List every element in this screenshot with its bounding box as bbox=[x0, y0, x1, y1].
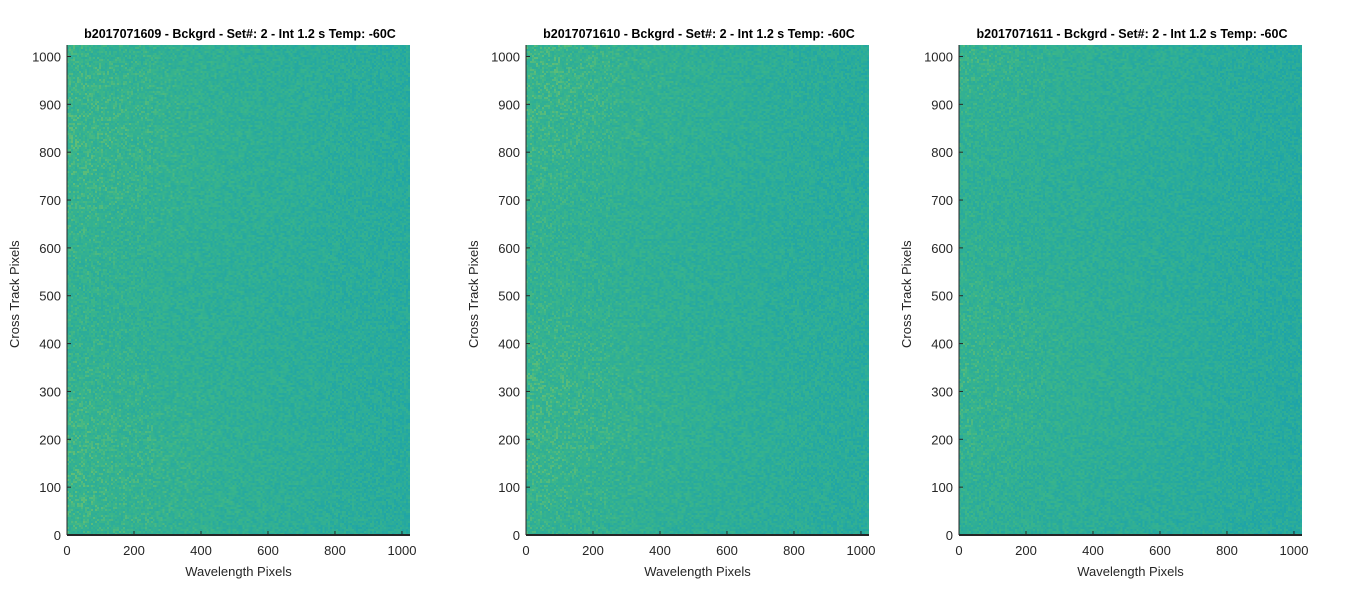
y-tick-label: 900 bbox=[39, 97, 61, 112]
y-tick-label: 700 bbox=[498, 193, 520, 208]
heatmap-panel-2: b2017071610 - Bckgrd - Set#: 2 - Int 1.2… bbox=[466, 0, 924, 600]
x-tick-label: 600 bbox=[716, 543, 738, 558]
x-tick-label: 200 bbox=[582, 543, 604, 558]
heatmap-image bbox=[67, 45, 410, 535]
x-axis-label: Wavelength Pixels bbox=[185, 564, 292, 579]
y-tick-label: 400 bbox=[931, 337, 953, 352]
x-axis-label: Wavelength Pixels bbox=[1077, 564, 1184, 579]
y-tick-label: 0 bbox=[54, 528, 61, 543]
x-tick-label: 400 bbox=[649, 543, 671, 558]
y-tick-label: 200 bbox=[931, 432, 953, 447]
y-tick-label: 1000 bbox=[924, 49, 953, 64]
plot-area: 0 200 400 600 800 1000 0 100 200 300 400 500 600 700 8… bbox=[32, 45, 417, 558]
x-tick-label: 800 bbox=[1216, 543, 1238, 558]
x-tick-label: 1000 bbox=[1280, 543, 1309, 558]
y-axis-label: Cross Track Pixels bbox=[899, 240, 914, 348]
y-tick-label: 0 bbox=[513, 528, 520, 543]
plot-area: 0 200 400 600 800 1000 0 100 200 300 400 500 600 700 8… bbox=[924, 45, 1309, 558]
x-axis-label: Wavelength Pixels bbox=[644, 564, 751, 579]
x-tick-label: 0 bbox=[63, 543, 70, 558]
y-tick-label: 800 bbox=[931, 145, 953, 160]
y-tick-label: 600 bbox=[931, 241, 953, 256]
y-tick-label: 1000 bbox=[32, 49, 61, 64]
y-tick-label: 100 bbox=[498, 480, 520, 495]
y-tick-label: 200 bbox=[498, 432, 520, 447]
x-tick-label: 0 bbox=[522, 543, 529, 558]
y-axis-label: Cross Track Pixels bbox=[466, 240, 481, 348]
x-tick-label: 0 bbox=[955, 543, 962, 558]
y-tick-label: 600 bbox=[39, 241, 61, 256]
x-tick-label: 1000 bbox=[388, 543, 417, 558]
chart-title: b2017071610 - Bckgrd - Set#: 2 - Int 1.2… bbox=[543, 27, 855, 41]
x-tick-label: 400 bbox=[190, 543, 212, 558]
heatmap-image bbox=[959, 45, 1302, 535]
x-tick-label: 200 bbox=[123, 543, 145, 558]
y-tick-label: 200 bbox=[39, 432, 61, 447]
y-axis-label: Cross Track Pixels bbox=[7, 240, 22, 348]
y-tick-label: 400 bbox=[39, 337, 61, 352]
y-tick-label: 1000 bbox=[491, 49, 520, 64]
y-tick-label: 0 bbox=[946, 528, 953, 543]
y-tick-label: 900 bbox=[498, 97, 520, 112]
x-tick-label: 1000 bbox=[847, 543, 876, 558]
x-tick-label: 800 bbox=[324, 543, 346, 558]
y-tick-label: 900 bbox=[931, 97, 953, 112]
x-tick-label: 600 bbox=[257, 543, 279, 558]
y-tick-label: 800 bbox=[498, 145, 520, 160]
heatmap-image bbox=[526, 45, 869, 535]
y-tick-label: 300 bbox=[39, 384, 61, 399]
x-tick-label: 600 bbox=[1149, 543, 1171, 558]
x-tick-label: 200 bbox=[1015, 543, 1037, 558]
x-tick-label: 400 bbox=[1082, 543, 1104, 558]
heatmap-panel-1: b2017071609 - Bckgrd - Set#: 2 - Int 1.2… bbox=[7, 0, 465, 600]
y-tick-label: 500 bbox=[498, 289, 520, 304]
x-tick-label: 800 bbox=[783, 543, 805, 558]
y-tick-label: 500 bbox=[931, 289, 953, 304]
y-tick-label: 700 bbox=[931, 193, 953, 208]
y-tick-label: 700 bbox=[39, 193, 61, 208]
plot-area: 0 200 400 600 800 1000 0 100 200 300 400 500 600 700 8… bbox=[491, 45, 876, 558]
chart-title: b2017071609 - Bckgrd - Set#: 2 - Int 1.2… bbox=[84, 27, 396, 41]
chart-title: b2017071611 - Bckgrd - Set#: 2 - Int 1.2… bbox=[976, 27, 1288, 41]
y-tick-label: 100 bbox=[39, 480, 61, 495]
y-tick-label: 400 bbox=[498, 337, 520, 352]
y-tick-label: 500 bbox=[39, 289, 61, 304]
y-tick-label: 800 bbox=[39, 145, 61, 160]
y-tick-label: 100 bbox=[931, 480, 953, 495]
y-tick-label: 300 bbox=[931, 384, 953, 399]
y-tick-label: 600 bbox=[498, 241, 520, 256]
heatmap-panel-3: b2017071611 - Bckgrd - Set#: 2 - Int 1.2… bbox=[899, 0, 1350, 600]
y-tick-label: 300 bbox=[498, 384, 520, 399]
